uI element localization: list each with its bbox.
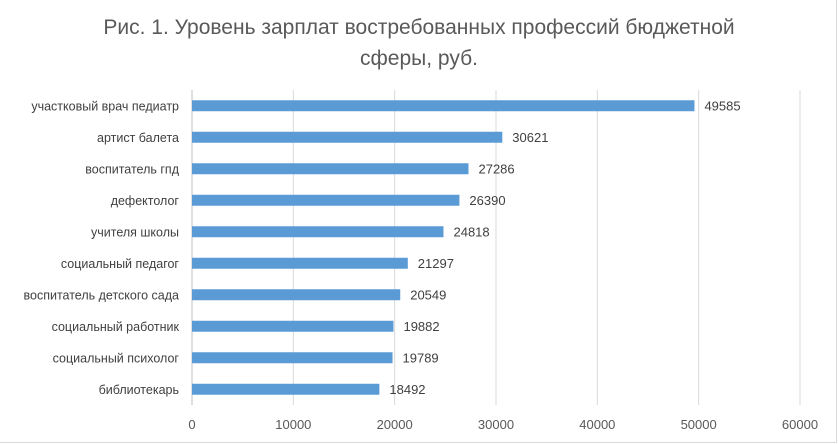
category-labels: участковый врач педиатр артист балета восп… [24,99,180,397]
category-label: социальный психолог [53,351,180,365]
bars [192,100,695,395]
category-label: воспитатель гпд [85,162,179,176]
category-label: учителя школы [91,225,179,239]
bar [192,383,380,395]
data-label: 26390 [469,193,505,208]
data-label: 18492 [389,382,425,397]
category-label: дефектолог [111,194,180,208]
data-labels: 49585 30621 27286 26390 24818 21297 20549 19882… [389,98,740,397]
category-label: библиотекарь [99,383,179,397]
bar [192,320,394,332]
bar [192,131,503,143]
bar [192,257,408,269]
category-label: воспитатель детского сада [24,288,180,302]
chart-title: Рис. 1. Уровень зарплат востребованных п… [103,16,735,70]
bar [192,100,695,112]
category-label: участковый врач педиатр [31,99,179,113]
bar [192,194,460,206]
x-tick-label: 30000 [478,417,514,432]
data-label: 24818 [453,224,489,239]
bar [192,226,444,238]
data-label: 30621 [512,130,548,145]
data-label: 49585 [704,98,740,113]
bar [192,352,393,364]
x-axis-tick-labels: 0 10000 20000 30000 40000 50000 60000 [188,417,818,432]
data-label: 20549 [410,287,446,302]
data-label: 27286 [478,161,514,176]
x-tick-label: 0 [188,417,195,432]
category-label: социальный работник [52,320,180,334]
category-label: социальный педагог [61,257,180,271]
bar [192,289,401,301]
bar [192,163,469,175]
data-label: 21297 [418,256,454,271]
x-tick-label: 60000 [782,417,818,432]
x-tick-label: 40000 [579,417,615,432]
data-label: 19789 [403,350,439,365]
data-label: 19882 [403,319,439,334]
category-label: артист балета [97,131,179,145]
x-tick-label: 10000 [275,417,311,432]
x-tick-label: 50000 [681,417,717,432]
x-tick-label: 20000 [377,417,413,432]
